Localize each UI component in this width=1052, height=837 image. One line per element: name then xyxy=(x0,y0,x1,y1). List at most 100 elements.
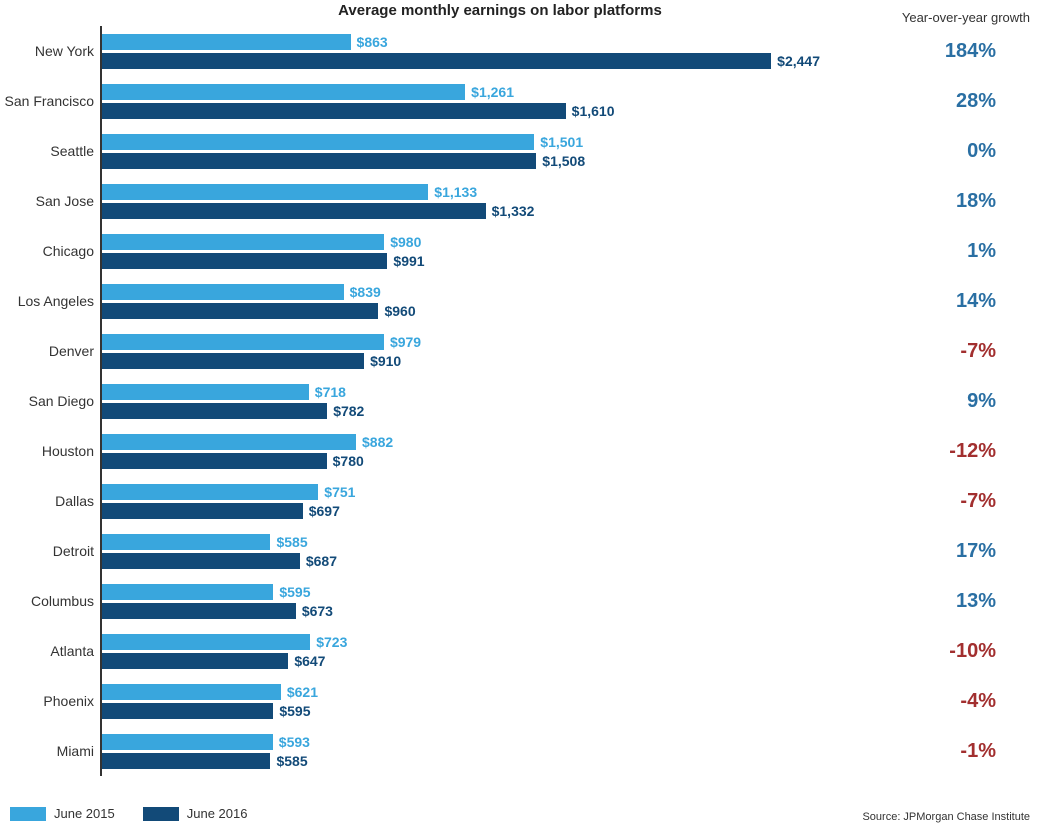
bar-2015 xyxy=(102,584,273,600)
bar-2015-wrap: $1,261 xyxy=(102,84,820,100)
bar-2016-value: $595 xyxy=(279,703,310,719)
bar-2016-wrap: $782 xyxy=(102,403,820,419)
bar-2015-value: $585 xyxy=(276,534,307,550)
growth-value: -7% xyxy=(916,340,996,363)
bar-2015-value: $839 xyxy=(350,284,381,300)
growth-column-header: Year-over-year growth xyxy=(902,10,1030,25)
bar-2015 xyxy=(102,134,534,150)
bar-2016-value: $1,508 xyxy=(542,153,585,169)
bars-container: $593 $585 xyxy=(100,726,820,776)
growth-value: 14% xyxy=(916,290,996,313)
chart-row: Miami$593$585-1% xyxy=(0,726,1052,776)
city-label: Houston xyxy=(0,443,100,459)
bar-2015-wrap: $723 xyxy=(102,634,820,650)
legend-swatch-2016 xyxy=(143,807,179,821)
growth-value: -12% xyxy=(916,440,996,463)
bar-2016-wrap: $910 xyxy=(102,353,820,369)
bar-2015-value: $718 xyxy=(315,384,346,400)
bar-2015 xyxy=(102,684,281,700)
bar-2015 xyxy=(102,734,273,750)
city-label: San Diego xyxy=(0,393,100,409)
chart-row: Denver$979$910-7% xyxy=(0,326,1052,376)
bar-2016-wrap: $780 xyxy=(102,453,820,469)
bar-2016 xyxy=(102,753,270,769)
bar-2016 xyxy=(102,603,296,619)
bar-2016 xyxy=(102,703,273,719)
bar-2016 xyxy=(102,553,300,569)
bars-container: $723 $647 xyxy=(100,626,820,676)
growth-value: 17% xyxy=(916,540,996,563)
bar-2016-value: $1,332 xyxy=(492,203,535,219)
chart-row: Seattle$1,501$1,5080% xyxy=(0,126,1052,176)
bar-2016-value: $697 xyxy=(309,503,340,519)
bar-2016 xyxy=(102,253,387,269)
bar-2016 xyxy=(102,453,327,469)
bar-2016-value: $782 xyxy=(333,403,364,419)
growth-value: 184% xyxy=(916,40,996,63)
bar-2015-value: $1,501 xyxy=(540,134,583,150)
bar-2016-wrap: $1,610 xyxy=(102,103,820,119)
bar-2016-wrap: $2,447 xyxy=(102,53,820,69)
bar-2016-value: $673 xyxy=(302,603,333,619)
bar-2016-value: $960 xyxy=(384,303,415,319)
chart-row: Chicago$980$9911% xyxy=(0,226,1052,276)
chart-row: San Jose$1,133$1,33218% xyxy=(0,176,1052,226)
bar-2015-wrap: $593 xyxy=(102,734,820,750)
legend: June 2015 June 2016 xyxy=(10,806,247,821)
city-label: Detroit xyxy=(0,543,100,559)
bar-2015 xyxy=(102,34,351,50)
city-label: Phoenix xyxy=(0,693,100,709)
bar-2016 xyxy=(102,403,327,419)
bars-container: $882 $780 xyxy=(100,426,820,476)
legend-item-2015: June 2015 xyxy=(10,806,115,821)
bar-2016-value: $991 xyxy=(393,253,424,269)
bar-2015-value: $1,133 xyxy=(434,184,477,200)
city-label: Denver xyxy=(0,343,100,359)
bar-2015-value: $621 xyxy=(287,684,318,700)
growth-value: 1% xyxy=(916,240,996,263)
bar-2015 xyxy=(102,84,465,100)
bar-2015-wrap: $1,501 xyxy=(102,134,820,150)
bar-2016 xyxy=(102,303,378,319)
bar-2015-wrap: $1,133 xyxy=(102,184,820,200)
bar-2015-value: $723 xyxy=(316,634,347,650)
bar-2016-value: $687 xyxy=(306,553,337,569)
city-label: Dallas xyxy=(0,493,100,509)
bar-2015-wrap: $839 xyxy=(102,284,820,300)
bar-2016 xyxy=(102,53,771,69)
bar-2015-value: $593 xyxy=(279,734,310,750)
legend-swatch-2015 xyxy=(10,807,46,821)
bar-2015-value: $882 xyxy=(362,434,393,450)
chart-row: San Diego$718$7829% xyxy=(0,376,1052,426)
bars-container: $980$991 xyxy=(100,226,820,276)
bars-container: $585 $687 xyxy=(100,526,820,576)
bar-2015 xyxy=(102,534,270,550)
bar-2016-wrap: $991 xyxy=(102,253,820,269)
bar-2016 xyxy=(102,103,566,119)
bar-2015 xyxy=(102,284,344,300)
bar-2016-wrap: $647 xyxy=(102,653,820,669)
bar-2016-wrap: $585 xyxy=(102,753,820,769)
chart-row: Los Angeles$839$96014% xyxy=(0,276,1052,326)
bar-2015 xyxy=(102,184,428,200)
bar-2016-value: $585 xyxy=(276,753,307,769)
city-label: San Francisco xyxy=(0,93,100,109)
city-label: Atlanta xyxy=(0,643,100,659)
growth-value: -7% xyxy=(916,490,996,513)
growth-value: 18% xyxy=(916,190,996,213)
chart-row: San Francisco$1,261$1,61028% xyxy=(0,76,1052,126)
bar-2015 xyxy=(102,334,384,350)
bars-container: $718 $782 xyxy=(100,376,820,426)
growth-value: -4% xyxy=(916,690,996,713)
bar-2016-wrap: $1,332 xyxy=(102,203,820,219)
bar-2015 xyxy=(102,484,318,500)
city-label: Seattle xyxy=(0,143,100,159)
bar-2016 xyxy=(102,503,303,519)
growth-value: 13% xyxy=(916,590,996,613)
chart-row: New York$863$2,447184% xyxy=(0,26,1052,76)
chart-row: Columbus$595$67313% xyxy=(0,576,1052,626)
bar-2015-wrap: $595 xyxy=(102,584,820,600)
bar-2015-value: $863 xyxy=(357,34,388,50)
bar-2015-wrap: $718 xyxy=(102,384,820,400)
bar-2016-value: $910 xyxy=(370,353,401,369)
